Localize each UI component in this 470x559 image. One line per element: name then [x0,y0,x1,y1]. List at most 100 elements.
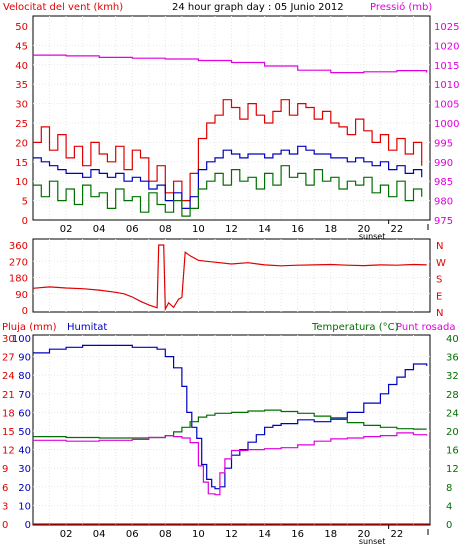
humidity-tick-label: 40 [18,446,31,457]
x-tick-label: 14 [258,224,271,235]
y-tick-label: 1010 [434,80,459,91]
temperature-tick-label: 12 [446,464,459,475]
y-tick-label: 1015 [434,61,459,72]
x-tick-label: 22 [391,529,404,540]
y-tick-label: 30 [15,100,28,111]
humidity-tick-label: 0 [25,520,31,531]
y-tick-label: 25 [15,119,28,130]
rain-axis-label: Pluja (mm) [2,322,57,333]
rain-tick-label: 18 [2,408,15,419]
humidity-axis-label: Humitat [67,322,107,333]
y-tick-label: 990 [434,158,453,169]
temperature-tick-label: 20 [446,427,459,438]
x-tick-label: 04 [93,224,106,235]
y-tick-label: 15 [15,158,28,169]
x-tick-label: 20 [357,529,370,540]
x-tick-label: 12 [225,529,238,540]
x-tick-label: 16 [291,529,304,540]
x-tick-label: 06 [126,224,139,235]
rain-tick-label: 30 [2,334,15,345]
chart-title: 24 hour graph day : 05 Junio 2012 [172,2,344,13]
y-tick-label: 0 [22,306,28,317]
temperature-tick-label: 28 [446,390,459,401]
panel-wind-ticks: 0510152025303540455097598098599099510001… [15,22,459,241]
series-line-p1-0 [33,99,423,202]
compass-label: E [436,291,442,302]
x-tick-label: 14 [258,529,271,540]
sunset-label: sunset [359,232,386,241]
panel-direction-series [32,244,427,312]
y-tick-label: 1025 [434,22,459,33]
rain-tick-label: 3 [2,501,8,512]
y-tick-label: 180 [9,274,28,285]
series-line-p2-0 [32,244,427,312]
x-tick-label: 12 [225,224,238,235]
humidity-tick-label: 70 [18,390,31,401]
panel-wind-series [33,54,428,217]
x-tick-label: 10 [192,529,205,540]
compass-label: W [436,258,446,269]
x-tick-label: 04 [93,529,106,540]
wind-axis-label: Velocitat del vent (kmh) [3,2,123,13]
series-line-p1-1 [33,145,423,209]
compass-label: N [436,241,443,252]
humidity-tick-label: 90 [18,353,31,364]
x-tick-label: 16 [291,224,304,235]
x-tick-label: 08 [159,529,172,540]
humidity-tick-label: 80 [18,371,31,382]
y-tick-label: 985 [434,177,453,188]
y-tick-label: 5 [22,197,28,208]
temperature-tick-label: 40 [446,334,459,345]
series-line-p1-2 [33,165,423,217]
rain-tick-label: 6 [2,483,8,494]
humidity-tick-label: 30 [18,464,31,475]
dewpoint-axis-label: Punt rosada [396,322,455,333]
humidity-tick-label: 50 [18,427,31,438]
x-tick-label: 18 [324,224,337,235]
y-tick-label: 90 [15,290,28,301]
sunset-label: sunset [359,537,386,546]
temperature-axis-label: Temperatura (°C) [311,322,399,333]
panel-humidity-ticks: 0369121518212427300102030405060708090100… [2,334,459,546]
x-tick-label: 18 [324,529,337,540]
y-tick-label: 1005 [434,100,459,111]
series-line-p3-2 [33,432,428,496]
temperature-tick-label: 36 [446,353,459,364]
x-tick-label: 02 [60,224,73,235]
x-tick-label: 10 [192,224,205,235]
panel-humidity-series [33,344,430,525]
rain-tick-label: 27 [2,353,15,364]
temperature-tick-label: 32 [446,371,459,382]
temperature-tick-label: 16 [446,446,459,457]
series-line-p3-0 [33,344,428,490]
y-tick-label: 1000 [434,119,459,130]
x-tick-label: 20 [357,224,370,235]
y-tick-label: 1020 [434,41,459,52]
y-tick-label: 360 [9,241,28,252]
y-tick-label: 270 [9,257,28,268]
y-tick-label: 0 [22,216,28,227]
rain-tick-label: 21 [2,390,15,401]
compass-label: S [436,275,442,286]
rain-tick-label: 24 [2,371,15,382]
x-tick-label: 22 [391,224,404,235]
panel-direction-grid [33,239,430,312]
temperature-tick-label: 8 [446,483,452,494]
rain-tick-label: 0 [2,520,8,531]
temperature-tick-label: 0 [446,520,452,531]
humidity-tick-label: 10 [18,501,31,512]
compass-label: N [436,308,443,319]
temperature-tick-label: 4 [446,501,452,512]
y-tick-label: 10 [15,177,28,188]
humidity-tick-label: 60 [18,408,31,419]
rain-tick-label: 15 [2,427,15,438]
y-tick-label: 50 [15,22,28,33]
rain-tick-label: 12 [2,446,15,457]
x-tick-label: 06 [126,529,139,540]
y-tick-label: 35 [15,80,28,91]
y-tick-label: 40 [15,61,28,72]
temperature-tick-label: 24 [446,408,459,419]
x-tick-label: 08 [159,224,172,235]
